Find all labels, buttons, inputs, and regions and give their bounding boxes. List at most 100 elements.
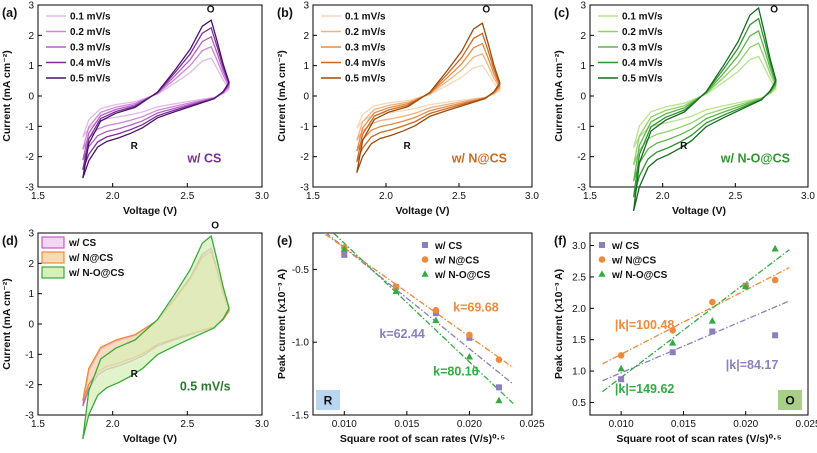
- data-point: [465, 352, 474, 360]
- data-point: [341, 251, 348, 258]
- data-point: [432, 306, 440, 314]
- fit-line: [325, 233, 514, 385]
- legend-entry: 0.5 mV/s: [622, 74, 663, 85]
- x-tick-label: 3.0: [255, 191, 269, 202]
- x-axis-label: Voltage (V): [395, 205, 449, 217]
- y-tick-label: -2: [25, 152, 34, 163]
- data-point: [421, 256, 429, 263]
- peak-label: O: [482, 5, 490, 16]
- x-tick-label: 2.5: [452, 191, 466, 202]
- data-point: [617, 364, 625, 372]
- legend-entry: 0.4 mV/s: [345, 58, 386, 69]
- x-tick-label: 0.020: [733, 419, 758, 430]
- sample-tag: w/ CS: [186, 152, 221, 166]
- y-tick-label: 2.5: [572, 272, 586, 283]
- legend-swatch: [41, 266, 65, 279]
- x-tick-label: 0.025: [519, 419, 544, 430]
- kinetics-panel: 0.010 0.015 0.020 0.025 -1.5 -1.0 -0.5 Square r…: [276, 232, 545, 445]
- y-tick-label: 1: [303, 61, 309, 72]
- y-tick-label: 0: [28, 92, 34, 103]
- slope-label: |k|=149.62: [615, 382, 675, 396]
- legend-entry: w/ N@CS: [611, 256, 657, 267]
- peak-label: R: [680, 141, 688, 152]
- y-tick-label: -2: [25, 380, 34, 391]
- kinetics-panel: 0.010 0.015 0.020 0.025 0.5 1.0 1.5 2.0 2.5 3.0 Sq…: [553, 232, 817, 445]
- panel-label: (b): [277, 6, 293, 20]
- data-point: [772, 332, 779, 339]
- y-tick-label: -0.5: [292, 265, 310, 276]
- x-axis-label: Voltage (V): [672, 205, 726, 217]
- legend-entry: w/ N-O@CS: [68, 268, 125, 279]
- cv-curve: [82, 19, 230, 179]
- legend-entry: w/ N@CS: [434, 256, 480, 267]
- y-tick-label: -3: [25, 183, 34, 194]
- x-tick-label: 1.5: [583, 191, 597, 202]
- x-tick-label: 0.015: [394, 419, 419, 430]
- data-point: [340, 245, 348, 252]
- legend-entry: 0.5 mV/s: [70, 74, 111, 85]
- cv-compare-panel: 1.5 2.0 2.5 3.0 -3 -2 -1 0 1 2 3 Voltage (V) Current…: [1, 220, 269, 445]
- y-tick-label: -3: [25, 411, 34, 422]
- y-tick-label: -2: [300, 152, 309, 163]
- cv-curve: [632, 6, 777, 212]
- legend-entry: 0.2 mV/s: [345, 27, 386, 38]
- fit-line: [602, 300, 790, 382]
- cv-curve: [632, 42, 777, 166]
- cv-area: [82, 234, 230, 440]
- data-point: [466, 331, 473, 339]
- y-axis-label: Current (mA cm⁻²): [553, 50, 565, 142]
- legend-entry: 0.3 mV/s: [70, 43, 111, 54]
- x-tick-label: 0.015: [671, 419, 696, 430]
- data-point: [598, 256, 606, 263]
- slope-label: |k|=84.17: [726, 358, 779, 372]
- legend-entry: 0.2 mV/s: [622, 27, 663, 38]
- y-tick-label: -1.5: [292, 411, 310, 422]
- data-point: [669, 349, 676, 356]
- corner-tag-box: [778, 390, 802, 410]
- y-tick-label: -1: [25, 350, 34, 361]
- data-point: [771, 276, 779, 284]
- slope-label: k=69.68: [453, 301, 499, 315]
- cv-panel: 1.5 2.0 2.5 3.0 -3 -2 -1 0 1 2 3 Voltage (V) Current…: [553, 1, 815, 218]
- y-axis-label: Peak current (x10⁻³ A): [553, 269, 565, 379]
- legend-entry: 0.5 mV/s: [345, 74, 386, 85]
- plot-frame: [312, 232, 533, 416]
- data-point: [392, 283, 400, 291]
- y-tick-label: -1: [577, 122, 586, 133]
- fit-line: [325, 233, 514, 369]
- x-tick-label: 0.020: [457, 419, 482, 430]
- y-tick-label: 0: [28, 320, 34, 331]
- legend-entry: w/ N@CS: [68, 253, 114, 264]
- y-tick-label: 3: [28, 229, 34, 240]
- y-tick-label: 1: [28, 289, 34, 300]
- y-tick-label: 2: [28, 31, 34, 42]
- legend-entry: 0.4 mV/s: [70, 58, 111, 69]
- cv-panel: 1.5 2.0 2.5 3.0 -3 -2 -1 0 1 2 3 Voltage (V) Current…: [1, 1, 269, 218]
- y-tick-label: 1: [580, 61, 586, 72]
- panel-label: (a): [2, 6, 17, 20]
- data-point: [708, 317, 716, 324]
- corner-tag: O: [785, 394, 794, 408]
- sample-tag: w/ N-O@CS: [720, 152, 790, 166]
- x-tick-label: 1.5: [31, 191, 45, 202]
- x-tick-label: 2.5: [728, 191, 742, 202]
- data-point: [669, 326, 677, 334]
- y-tick-label: 1.0: [572, 367, 586, 378]
- y-tick-label: 3.0: [572, 241, 586, 252]
- data-point: [617, 352, 625, 359]
- cv-curve: [82, 57, 230, 138]
- legend-entry: 0.1 mV/s: [70, 12, 111, 23]
- data-point: [618, 376, 625, 383]
- x-tick-label: 2.5: [180, 191, 194, 202]
- cv-curve: [82, 35, 230, 161]
- corner-tag-box: [316, 390, 340, 410]
- x-tick-label: 2.0: [379, 191, 393, 202]
- legend-entry: w/ CS: [68, 238, 97, 249]
- data-point: [599, 242, 605, 248]
- data-point: [432, 316, 440, 324]
- legend-entry: 0.3 mV/s: [345, 43, 386, 54]
- y-tick-label: 3: [303, 1, 309, 12]
- legend-entry: w/ N-O@CS: [434, 270, 491, 281]
- fit-line: [602, 249, 790, 393]
- panel-label: (e): [277, 234, 292, 248]
